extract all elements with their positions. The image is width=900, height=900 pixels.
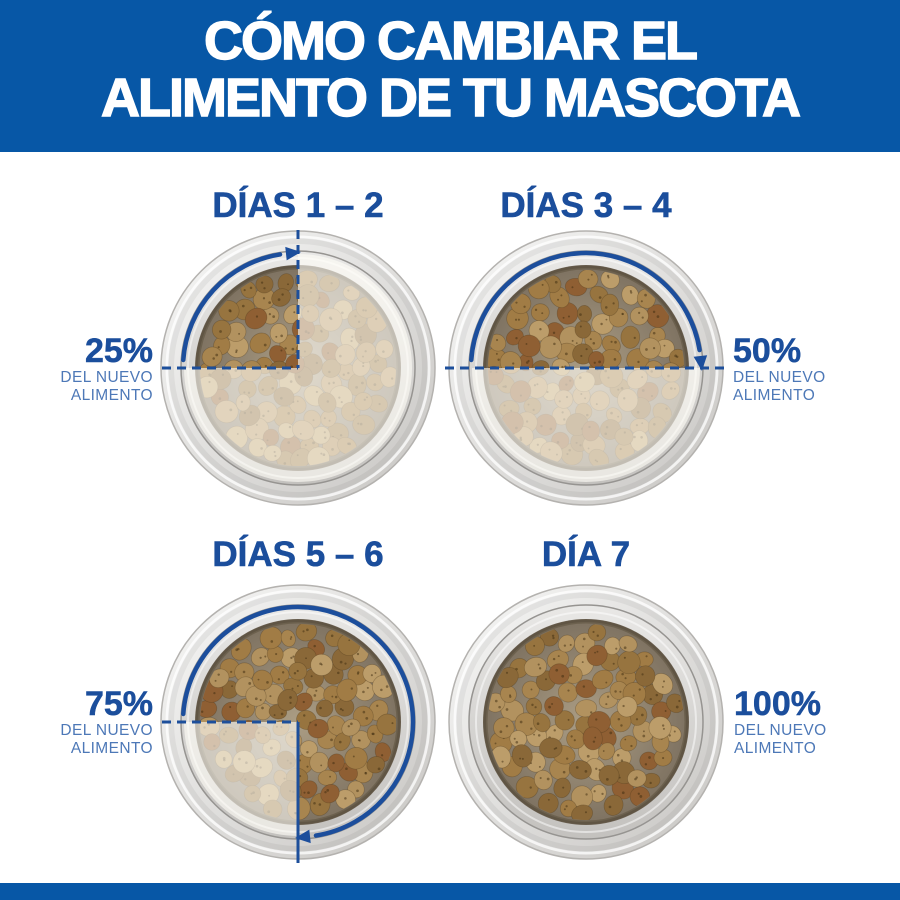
percent-value-100: 100% xyxy=(734,685,821,723)
bowl-title-day-7: DÍA 7 xyxy=(541,535,631,575)
percent-sub1-100: DEL NUEVO xyxy=(734,722,827,739)
header-title-line2: ALIMENTO DE TU MASCOTA xyxy=(100,68,801,128)
percent-sub2-75: ALIMENTO xyxy=(70,739,153,757)
percent-sub2-50: ALIMENTO xyxy=(733,386,816,404)
bowl-title-days-3-4: DÍAS 3 – 4 xyxy=(500,186,672,226)
percent-label-100: 100% DEL NUEVO ALIMENTO xyxy=(734,685,900,757)
percent-sub1-25: DEL NUEVO xyxy=(60,369,153,386)
bowl-1 xyxy=(160,230,436,506)
bowl-title-days-5-6: DÍAS 5 – 6 xyxy=(212,535,384,575)
header-title-line1: CÓMO CAMBIAR EL xyxy=(203,11,698,71)
bowl-4 xyxy=(448,584,724,860)
percent-sub1-75: DEL NUEVO xyxy=(60,722,153,739)
percent-sub2-100: ALIMENTO xyxy=(734,739,817,757)
percent-value-75: 75% xyxy=(84,685,154,723)
percent-label-50: 50% DEL NUEVO ALIMENTO xyxy=(733,332,900,404)
percent-sub2-25: ALIMENTO xyxy=(70,386,153,404)
footer-bar xyxy=(0,883,900,900)
percent-label-25: 25% DEL NUEVO ALIMENTO xyxy=(0,332,154,404)
header-banner: CÓMO CAMBIAR EL ALIMENTO DE TU MASCOTA xyxy=(0,0,900,152)
bowl-3 xyxy=(160,584,436,863)
percent-value-25: 25% xyxy=(84,332,154,370)
percent-label-75: 75% DEL NUEVO ALIMENTO xyxy=(0,685,154,757)
bowl-2 xyxy=(445,230,728,506)
bowl-title-days-1-2: DÍAS 1 – 2 xyxy=(212,186,384,226)
percent-sub1-50: DEL NUEVO xyxy=(733,369,826,386)
percent-value-50: 50% xyxy=(733,332,802,370)
